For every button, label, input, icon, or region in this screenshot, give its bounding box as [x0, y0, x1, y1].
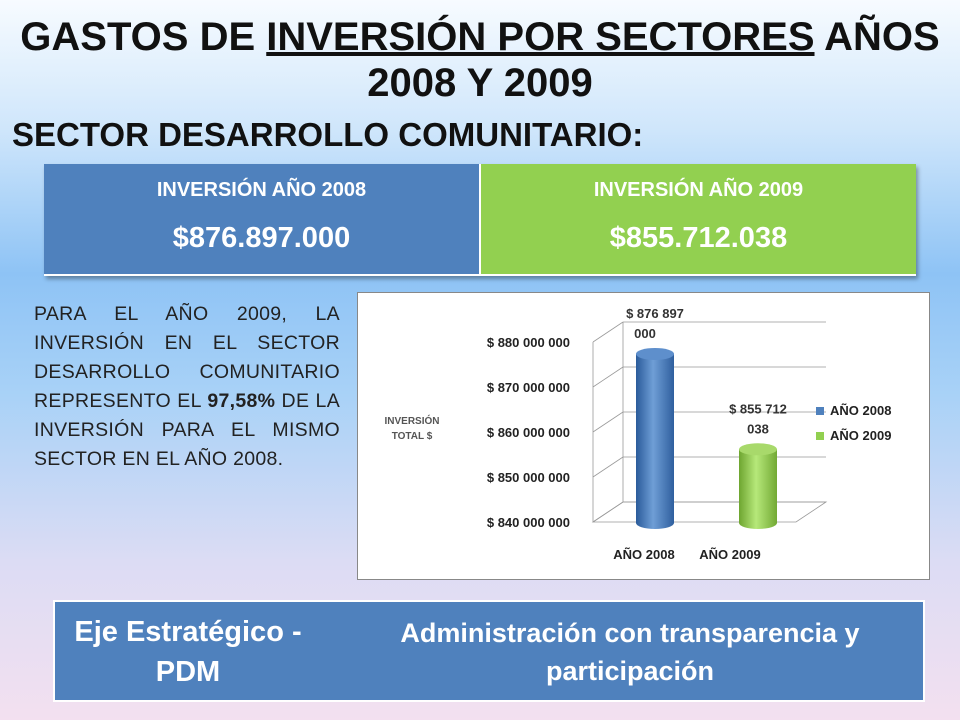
y-tick-label: $ 870 000 000: [487, 380, 570, 395]
summary-paragraph: PARA EL AÑO 2009, LA INVERSIÓN EN EL SEC…: [34, 300, 340, 474]
legend-swatch: [816, 407, 824, 415]
summary-text-before: PARA EL AÑO 2009, LA INVERSIÓN EN EL SEC…: [34, 303, 340, 412]
summary-percentage: 97,58%: [207, 390, 276, 412]
y-axis-title-line1: INVERSIÓN: [384, 414, 439, 427]
data-label: 038: [747, 421, 769, 436]
investment-header-2008: INVERSIÓN AÑO 2008: [156, 179, 367, 201]
page-title: GASTOS DE INVERSIÓN POR SECTORES AÑOS 20…: [0, 14, 960, 106]
gridline-side: [592, 456, 624, 478]
bar-año-2009: [739, 449, 777, 529]
legend-swatch: [816, 432, 824, 440]
gridline-side: [592, 366, 624, 388]
investment-table: INVERSIÓN AÑO 2008 $876.897.000 INVERSIÓ…: [44, 164, 916, 276]
investment-value-2009: $855.712.038: [609, 222, 788, 254]
title-part2: INVERSIÓN POR SECTORES: [266, 15, 815, 59]
strategic-axis-bar: Eje Estratégico - PDM Administración con…: [53, 600, 925, 702]
x-tick-label: AÑO 2008: [613, 547, 674, 562]
data-label: $ 855 712: [729, 401, 787, 416]
bar-top-año-2009: [739, 443, 777, 456]
data-label: 000: [634, 326, 656, 341]
y-tick-label: $ 850 000 000: [487, 470, 570, 485]
gridline-side: [592, 411, 624, 433]
investment-header-2009: INVERSIÓN AÑO 2009: [593, 179, 804, 201]
bar-top-año-2008: [636, 347, 674, 360]
data-label: $ 876 897: [626, 306, 684, 321]
investment-column-2009: INVERSIÓN AÑO 2009 $855.712.038: [479, 164, 916, 274]
investment-chart: $ 840 000 000 $ 850 000 000 $ 860 000 000 $…: [357, 292, 930, 580]
strategic-axis-label: Eje Estratégico - PDM: [74, 616, 302, 688]
y-axis-title-line2: TOTAL $: [392, 431, 433, 442]
gridline-side: [592, 321, 624, 343]
chart-floor: [591, 501, 828, 523]
y-tick-label: $ 880 000 000: [487, 335, 570, 350]
title-part3: AÑOS 2008 Y 2009: [367, 15, 940, 105]
sector-subtitle: SECTOR DESARROLLO COMUNITARIO:: [12, 116, 644, 153]
y-tick-label: $ 860 000 000: [487, 425, 570, 440]
strategic-axis-value: Administración con transparencia y parti…: [400, 618, 860, 686]
bar-año-2008: [636, 353, 674, 529]
summary-text-after: DE LA INVERSIÓN PARA EL MISMO SECTOR EN …: [34, 390, 340, 470]
legend-entry: AÑO 2008: [830, 403, 891, 418]
title-part1: GASTOS DE: [20, 15, 267, 59]
y-tick-label: $ 840 000 000: [487, 515, 570, 530]
x-tick-label: AÑO 2009: [699, 547, 760, 562]
legend-entry: AÑO 2009: [830, 428, 891, 443]
investment-column-2008: INVERSIÓN AÑO 2008 $876.897.000: [44, 164, 479, 274]
investment-value-2008: $876.897.000: [172, 222, 351, 254]
chart-svg: $ 840 000 000 $ 850 000 000 $ 860 000 000 $…: [384, 306, 891, 562]
